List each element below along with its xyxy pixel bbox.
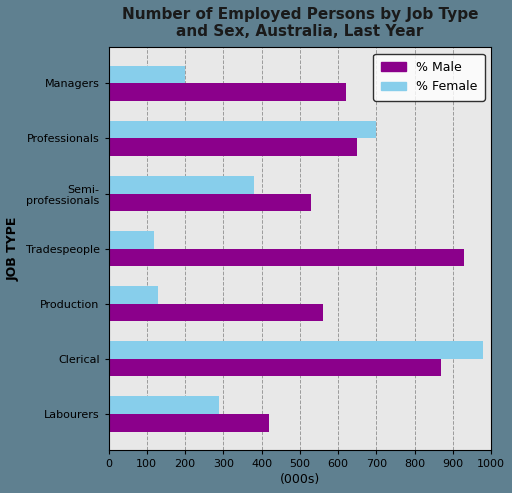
Bar	[109, 139, 357, 156]
Bar	[109, 341, 483, 359]
Bar	[109, 286, 158, 304]
Bar	[109, 194, 311, 211]
X-axis label: (000s): (000s)	[280, 473, 320, 486]
Bar	[109, 231, 155, 248]
Bar	[109, 248, 464, 266]
Y-axis label: JOB TYPE: JOB TYPE	[7, 216, 20, 281]
Title: Number of Employed Persons by Job Type
and Sex, Australia, Last Year: Number of Employed Persons by Job Type a…	[121, 7, 478, 39]
Bar	[109, 396, 220, 414]
Legend: % Male, % Female: % Male, % Female	[373, 54, 485, 101]
Bar	[109, 414, 269, 431]
Bar	[109, 176, 254, 194]
Bar	[109, 304, 323, 321]
Bar	[109, 359, 441, 377]
Bar	[109, 121, 376, 139]
Bar	[109, 83, 346, 101]
Bar	[109, 66, 185, 83]
